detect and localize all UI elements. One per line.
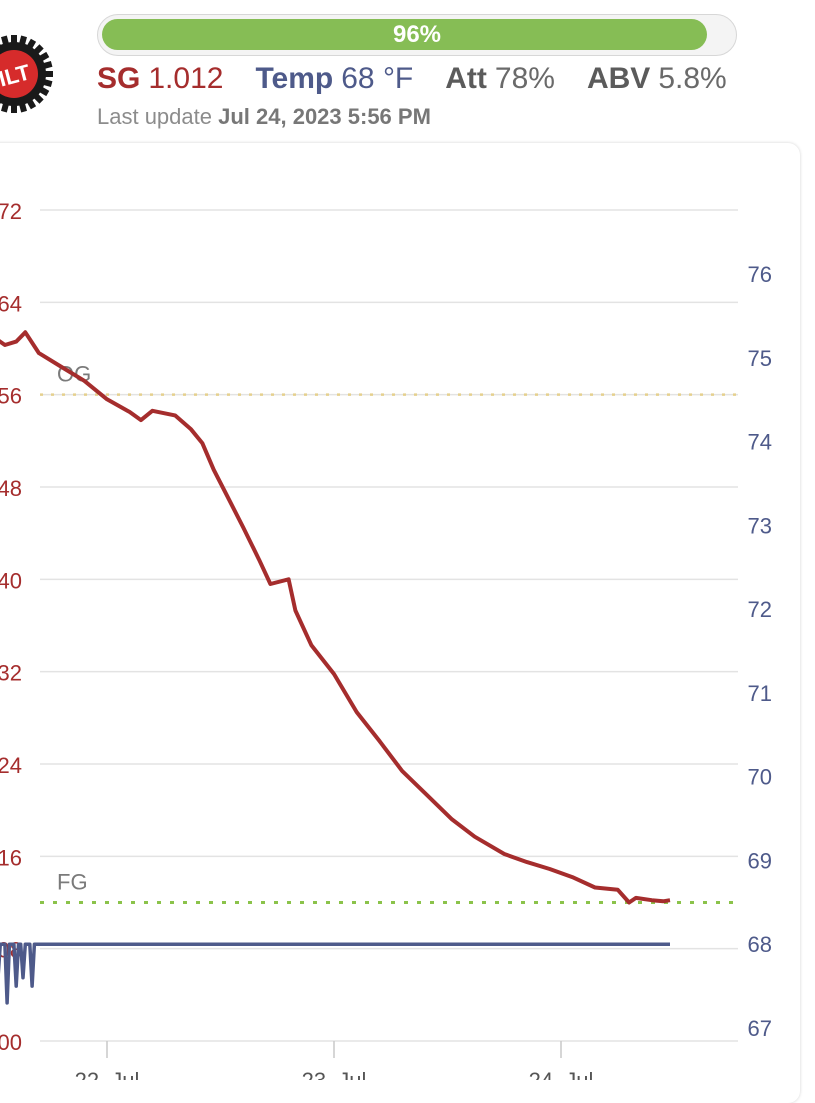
tilt-logo-graphic: ILT: [0, 35, 53, 113]
attenuation-value: 78%: [494, 62, 555, 95]
y-right-tick-label: 73: [748, 513, 772, 538]
y-left-tick-label: 72: [0, 199, 22, 224]
y-left-tick-label: 00: [0, 1030, 22, 1055]
temp-label: Temp: [255, 62, 334, 95]
x-tick-label: 23. Jul: [302, 1068, 367, 1080]
y-left-tick-label: 48: [0, 476, 22, 501]
reference-label-fg: FG: [57, 870, 88, 895]
y-left-tick-label: 32: [0, 661, 22, 686]
sg-series-line: [0, 330, 671, 905]
y-right-tick-label: 67: [748, 1016, 772, 1041]
y-right-tick-label: 68: [748, 932, 772, 957]
y-left-tick-label: 64: [0, 291, 22, 316]
last-update-prefix: Last update: [97, 104, 212, 129]
y-right-tick-label: 76: [748, 262, 772, 287]
y-left-tick-label: 24: [0, 753, 22, 778]
y-right-tick-label: 69: [748, 848, 772, 873]
sg-label: SG: [97, 62, 141, 95]
last-update-datetime: Jul 24, 2023 5:56 PM: [218, 104, 431, 129]
y-right-tick-label: 74: [748, 430, 772, 455]
progress-fill: [102, 19, 707, 50]
last-update: Last update Jul 24, 2023 5:56 PM: [97, 104, 431, 130]
y-right-tick-label: 75: [748, 346, 772, 371]
gravity-temperature-chart[interactable]: 7264564840322416080076757473727170696867…: [0, 0, 815, 1080]
abv-value: 5.8%: [658, 62, 727, 95]
y-right-tick-label: 70: [748, 765, 772, 790]
y-left-tick-label: 56: [0, 384, 22, 409]
progress-label: 96%: [392, 21, 442, 48]
y-left-tick-label: 40: [0, 568, 22, 593]
temperature-series-line: [0, 942, 670, 1005]
y-right-tick-label: 71: [748, 681, 772, 706]
abv-label: ABV: [586, 62, 651, 95]
reading-stats: SG 1.012 Temp 68 °F Att 78% ABV 5.8%: [97, 62, 727, 102]
tilt-logo: ILT: [0, 28, 58, 120]
x-tick-label: 24. Jul: [529, 1068, 594, 1080]
temp-value: 68 °F: [341, 62, 414, 95]
y-left-tick-label: 16: [0, 845, 22, 870]
x-tick-label: 22. Jul: [75, 1068, 140, 1080]
battery-progress-bar: 96%: [97, 14, 737, 56]
sg-value: 1.012: [148, 62, 224, 95]
attenuation-label: Att: [445, 62, 487, 95]
y-right-tick-label: 72: [748, 597, 772, 622]
